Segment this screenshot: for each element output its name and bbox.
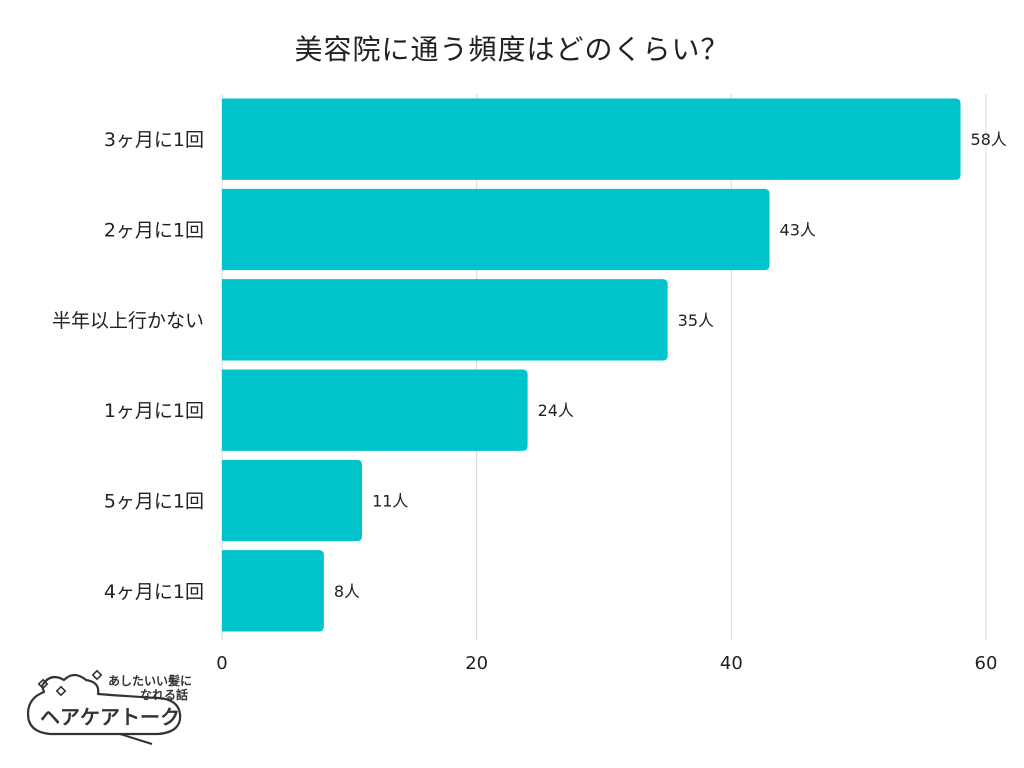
value-label: 43人 [780, 221, 816, 240]
logo-tail-line [119, 733, 153, 745]
sparkle-icon [55, 685, 67, 697]
x-tick-label: 60 [975, 653, 998, 674]
bar [222, 459, 363, 542]
logo-brand-name: ヘアケアトーク [40, 705, 180, 729]
x-tick-label: 20 [465, 653, 488, 674]
logo-tagline-line1: あしたいい髪に [108, 673, 192, 688]
value-label: 8人 [334, 582, 360, 601]
category-label: 半年以上行かない [52, 310, 204, 332]
value-label: 24人 [538, 401, 574, 420]
value-label: 11人 [372, 492, 408, 511]
x-tick-label: 40 [720, 653, 743, 674]
x-tick-label: 0 [216, 653, 227, 674]
sparkle-icon [37, 678, 49, 690]
category-label: 1ヶ月に1回 [104, 400, 204, 422]
value-label: 58人 [971, 130, 1007, 149]
grid-lines [221, 94, 987, 640]
category-label: 5ヶ月に1回 [104, 491, 204, 513]
bar [222, 369, 528, 451]
category-label: 4ヶ月に1回 [104, 581, 204, 603]
chart-title: 美容院に通う頻度はどのくらい？ [294, 33, 730, 66]
bar [222, 188, 770, 271]
logo-tagline-line2: なれる話 [140, 687, 188, 702]
category-label: 2ヶ月に1回 [104, 220, 204, 242]
value-label: 35人 [678, 311, 714, 330]
bar [222, 98, 961, 180]
category-label: 3ヶ月に1回 [104, 129, 204, 151]
bar [222, 550, 324, 632]
bar [222, 279, 668, 361]
logo-cloud-outline [26, 673, 182, 736]
hair-care-talk-logo: あしたいい髪に なれる話 ヘアケアトーク [26, 669, 192, 745]
bars [222, 98, 961, 632]
sparkle-icon [91, 669, 103, 681]
